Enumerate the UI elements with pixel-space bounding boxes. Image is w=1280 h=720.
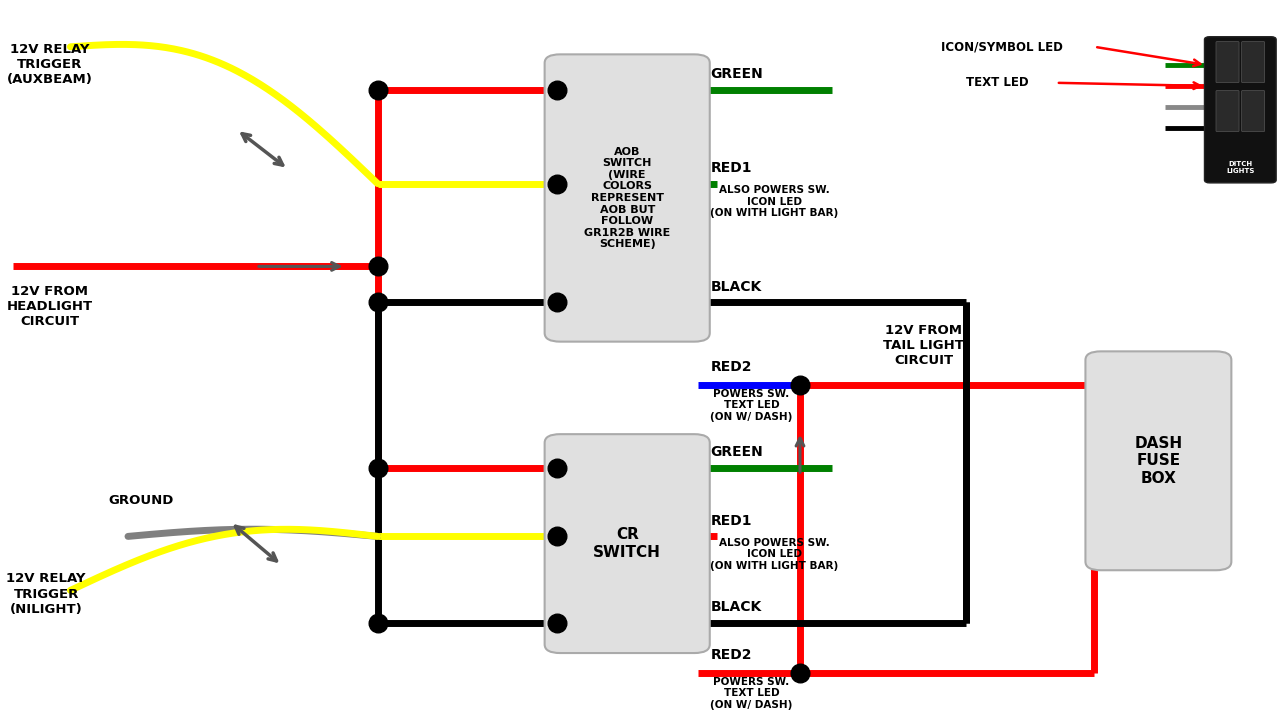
FancyBboxPatch shape (1216, 42, 1239, 83)
Text: CR
SWITCH: CR SWITCH (593, 527, 662, 560)
Text: ICON/SYMBOL LED: ICON/SYMBOL LED (941, 40, 1062, 53)
Point (547, 462, 567, 474)
Point (367, 462, 388, 474)
Text: RED2: RED2 (710, 648, 751, 662)
Point (547, 178, 567, 189)
Text: TEXT LED: TEXT LED (966, 76, 1029, 89)
Text: GREEN: GREEN (710, 445, 763, 459)
FancyBboxPatch shape (545, 55, 709, 342)
Point (547, 84, 567, 96)
Point (367, 297, 388, 308)
Text: BLACK: BLACK (710, 600, 762, 614)
Point (790, 379, 810, 391)
Point (547, 297, 567, 308)
Text: RED1: RED1 (710, 513, 751, 528)
Point (547, 531, 567, 542)
Text: 12V RELAY
TRIGGER
(AUXBEAM): 12V RELAY TRIGGER (AUXBEAM) (6, 43, 92, 86)
Text: POWERS SW.
TEXT LED
(ON W/ DASH): POWERS SW. TEXT LED (ON W/ DASH) (710, 677, 792, 710)
Text: 12V FROM
HEADLIGHT
CIRCUIT: 12V FROM HEADLIGHT CIRCUIT (6, 284, 92, 328)
Text: BLACK: BLACK (710, 279, 762, 294)
FancyBboxPatch shape (1216, 91, 1239, 132)
Text: GROUND: GROUND (109, 494, 174, 507)
FancyBboxPatch shape (1242, 91, 1265, 132)
Text: AOB
SWITCH
(WIRE
COLORS
REPRESENT
AOB BUT
FOLLOW
GR1R2B WIRE
SCHEME): AOB SWITCH (WIRE COLORS REPRESENT AOB BU… (584, 147, 671, 249)
Text: ALSO POWERS SW.
ICON LED
(ON WITH LIGHT BAR): ALSO POWERS SW. ICON LED (ON WITH LIGHT … (710, 538, 838, 571)
FancyBboxPatch shape (545, 434, 709, 653)
Text: 12V RELAY
TRIGGER
(NILIGHT): 12V RELAY TRIGGER (NILIGHT) (6, 572, 86, 616)
Point (367, 617, 388, 629)
Point (367, 84, 388, 96)
FancyBboxPatch shape (1204, 37, 1276, 183)
Point (547, 617, 567, 629)
Point (367, 261, 388, 272)
Text: RED1: RED1 (710, 161, 751, 175)
FancyBboxPatch shape (1242, 42, 1265, 83)
FancyBboxPatch shape (1085, 351, 1231, 570)
Text: DITCH
LIGHTS: DITCH LIGHTS (1226, 161, 1254, 174)
Text: POWERS SW.
TEXT LED
(ON W/ DASH): POWERS SW. TEXT LED (ON W/ DASH) (710, 389, 792, 422)
Point (790, 667, 810, 679)
Text: DASH
FUSE
BOX: DASH FUSE BOX (1134, 436, 1183, 486)
Text: RED2: RED2 (710, 360, 751, 374)
Text: ALSO POWERS SW.
ICON LED
(ON WITH LIGHT BAR): ALSO POWERS SW. ICON LED (ON WITH LIGHT … (710, 185, 838, 218)
Text: GREEN: GREEN (710, 67, 763, 81)
Text: 12V FROM
TAIL LIGHT
CIRCUIT: 12V FROM TAIL LIGHT CIRCUIT (883, 324, 964, 367)
